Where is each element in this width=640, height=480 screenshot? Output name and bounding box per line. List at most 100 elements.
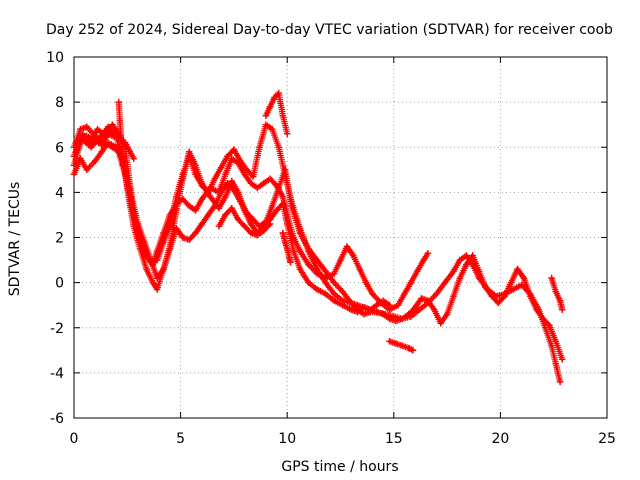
- data-point: [399, 342, 406, 349]
- data-point: [450, 292, 457, 300]
- data-point: [279, 200, 287, 207]
- data-point: [70, 153, 78, 160]
- data-point: [77, 126, 84, 133]
- series-branch-b: [215, 204, 274, 239]
- data-point: [230, 146, 238, 153]
- data-point: [386, 301, 393, 309]
- data-point: [249, 173, 257, 180]
- data-point: [192, 229, 199, 237]
- y-tick-label: -4: [50, 366, 64, 382]
- data-point: [514, 265, 521, 273]
- data-point: [77, 155, 84, 162]
- y-axis-label: SDTVAR / TECUs: [7, 182, 23, 297]
- data-point: [350, 252, 357, 259]
- data-point: [266, 175, 274, 183]
- data-point: [211, 175, 218, 183]
- chart-title: Day 252 of 2024, Sidereal Day-to-day VTE…: [46, 22, 613, 38]
- y-tick-label: 2: [55, 231, 64, 247]
- data-point: [520, 274, 528, 282]
- data-point: [313, 256, 321, 264]
- data-point: [475, 268, 483, 275]
- data-point: [222, 211, 229, 219]
- data-point: [450, 268, 457, 275]
- data-point: [70, 171, 78, 178]
- data-point: [507, 279, 515, 286]
- data-point: [207, 193, 214, 201]
- data-point: [185, 236, 193, 243]
- data-point: [271, 94, 278, 101]
- data-point: [116, 116, 124, 124]
- data-point: [153, 274, 161, 282]
- data-point: [305, 261, 312, 268]
- data-point: [296, 265, 304, 273]
- data-point: [509, 286, 517, 293]
- data-point: [367, 308, 374, 316]
- data-point: [256, 223, 263, 230]
- data-point: [392, 317, 400, 325]
- data-point: [179, 234, 186, 241]
- data-point: [266, 103, 274, 110]
- data-point: [134, 220, 142, 228]
- data-point: [273, 207, 280, 214]
- series-track-4: [70, 121, 566, 363]
- data-point: [96, 135, 103, 142]
- data-point: [243, 209, 250, 216]
- data-point: [153, 256, 161, 264]
- data-point: [83, 166, 90, 174]
- series-branch-a: [115, 98, 127, 169]
- data-point: [281, 238, 289, 246]
- data-point: [548, 274, 555, 282]
- data-point: [211, 202, 218, 210]
- data-point: [104, 123, 112, 131]
- data-point: [215, 223, 223, 230]
- data-point: [179, 171, 186, 178]
- data-point: [322, 290, 329, 298]
- data-point: [313, 286, 321, 293]
- data-point: [100, 139, 108, 146]
- data-point: [185, 202, 193, 210]
- data-point: [222, 193, 229, 201]
- data-point: [217, 189, 225, 196]
- data-point: [254, 184, 261, 192]
- data-point: [556, 297, 564, 304]
- data-point: [166, 223, 174, 230]
- data-point: [83, 123, 90, 131]
- series-track-5: [72, 123, 137, 162]
- data-point: [330, 297, 338, 304]
- data-point: [495, 299, 502, 307]
- data-point: [266, 220, 274, 228]
- data-point: [192, 171, 199, 178]
- data-point: [546, 322, 553, 329]
- data-point: [409, 347, 417, 354]
- data-point: [262, 218, 270, 225]
- data-point: [153, 286, 161, 293]
- data-point: [305, 245, 312, 252]
- data-point: [305, 279, 312, 286]
- data-point: [552, 360, 560, 368]
- data-point: [234, 216, 242, 223]
- data-point: [533, 306, 540, 313]
- data-point: [260, 227, 267, 234]
- data-point: [362, 279, 370, 286]
- data-point: [527, 292, 534, 300]
- data-point: [401, 290, 408, 298]
- data-point: [224, 153, 231, 160]
- data-point: [469, 252, 476, 259]
- y-tick-label: 6: [55, 140, 64, 156]
- data-point: [109, 121, 116, 128]
- data-point: [254, 232, 261, 239]
- data-point: [296, 229, 304, 237]
- data-point: [559, 306, 566, 313]
- data-point: [281, 166, 289, 174]
- data-point: [539, 315, 547, 322]
- data-point: [379, 297, 387, 304]
- data-point: [284, 130, 291, 137]
- data-point: [431, 306, 438, 313]
- data-point: [552, 288, 560, 295]
- data-point: [247, 180, 255, 187]
- series-branch-f: [548, 274, 566, 313]
- data-point: [322, 279, 329, 286]
- tick-layer: 0 5 10 15 20 25 -6 -4 -2 0 2 4 6 8 10: [46, 50, 616, 447]
